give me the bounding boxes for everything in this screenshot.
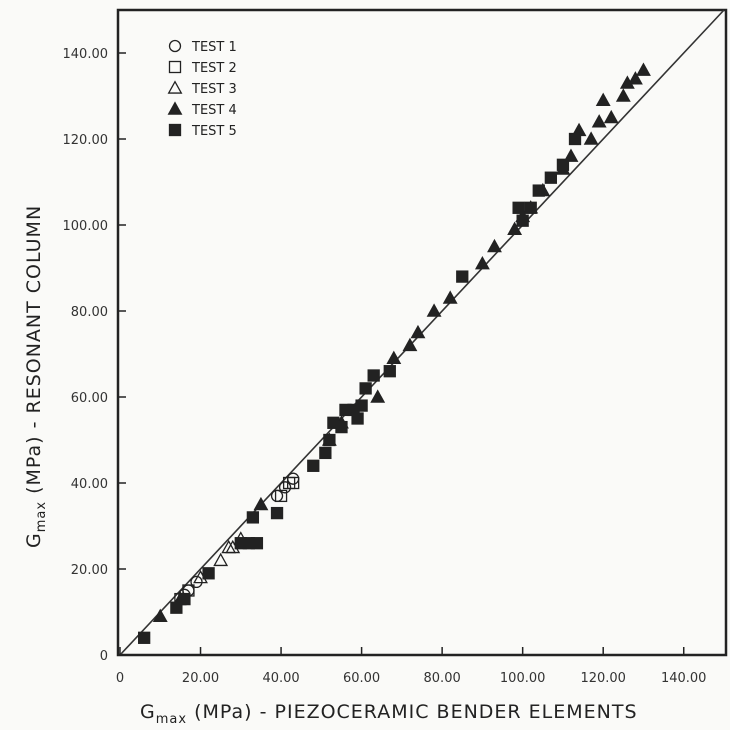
legend-label: TEST 4: [191, 103, 237, 118]
data-point: [250, 537, 264, 550]
data-point: [556, 158, 570, 171]
data-point: [386, 350, 402, 365]
y-axis-title: Gmax (MPa) - RESONANT COLUMN: [23, 205, 49, 548]
data-point: [532, 184, 545, 197]
data-point: [615, 88, 631, 102]
legend-label: TEST 5: [191, 124, 237, 139]
data-point: [636, 62, 651, 76]
data-point: [170, 601, 183, 614]
data-point: [286, 472, 300, 485]
data-point: [583, 131, 599, 145]
legend-marker: [168, 60, 182, 74]
legend-label: TEST 3: [191, 82, 237, 97]
y-tick-label: 0: [100, 649, 108, 664]
data-point: [335, 420, 348, 434]
x-tick-label: 0: [116, 671, 124, 686]
data-point: [138, 631, 151, 644]
legend-marker: [168, 123, 182, 137]
data-point: [595, 92, 611, 107]
series-4: [152, 62, 651, 623]
x-axis-title-rest: (MPa) - PIEZOCERAMIC BENDER ELEMENTS: [187, 701, 637, 723]
y-tick-label: 80.00: [71, 305, 108, 320]
data-point: [178, 592, 191, 606]
y-tick-label: 120.00: [63, 133, 109, 148]
x-tick-label: 120.00: [580, 671, 626, 686]
data-point: [370, 389, 386, 403]
data-point: [359, 382, 372, 395]
data-point: [355, 399, 368, 412]
y-tick-label: 20.00: [71, 563, 108, 578]
data-point: [383, 365, 396, 378]
data-point: [627, 71, 643, 85]
data-point: [152, 608, 168, 623]
x-axis-title-sub: max: [156, 712, 187, 727]
data-point: [253, 496, 269, 511]
legend-label: TEST 2: [191, 61, 237, 76]
legend-marker: [167, 80, 183, 94]
data-point: [307, 459, 320, 472]
series-5: [138, 132, 582, 644]
x-tick-label: 140.00: [661, 671, 707, 686]
legend-marker: [168, 39, 182, 53]
data-point: [426, 303, 442, 317]
data-point: [568, 132, 582, 146]
data-point: [202, 567, 215, 580]
data-point: [274, 489, 288, 503]
data-point: [524, 201, 537, 214]
y-tick-label: 100.00: [63, 219, 109, 234]
data-point: [286, 476, 300, 490]
x-tick-label: 40.00: [262, 671, 299, 686]
data-point: [270, 489, 284, 503]
x-tick-label: 60.00: [343, 671, 380, 686]
data-point: [270, 506, 284, 520]
x-tick-label: 100.00: [500, 671, 546, 686]
data-point: [474, 256, 490, 270]
y-tick-label: 140.00: [63, 47, 109, 62]
data-point: [516, 214, 529, 227]
x-axis-title: Gmax (MPa) - PIEZOCERAMIC BENDER ELEMENT…: [140, 701, 638, 727]
data-point: [410, 324, 426, 339]
legend-label: TEST 1: [191, 40, 237, 55]
data-point: [319, 446, 332, 460]
y-axis-title-sub: max: [34, 501, 49, 532]
data-point: [351, 412, 364, 425]
data-point: [456, 270, 469, 283]
data-point: [442, 290, 458, 304]
data-point: [512, 201, 525, 214]
y-axis-title-prefix: G: [23, 532, 45, 548]
data-point: [487, 238, 502, 253]
data-point: [323, 433, 336, 447]
plot-frame: [116, 8, 728, 657]
data-point: [402, 337, 418, 352]
x-axis-title-prefix: G: [140, 701, 156, 723]
x-tick-label: 80.00: [424, 671, 461, 686]
data-point: [563, 148, 579, 162]
data-point: [213, 552, 229, 567]
data-point: [507, 221, 523, 236]
y-tick-label: 60.00: [71, 391, 108, 406]
data-point: [544, 171, 558, 184]
legend-marker: [167, 101, 183, 115]
data-point: [278, 481, 292, 494]
x-tick-label: 20.00: [182, 671, 219, 686]
data-point: [190, 575, 203, 589]
data-point: [367, 369, 380, 382]
y-axis-title-rest: (MPa) - RESONANT COLUMN: [23, 205, 45, 501]
y-tick-label: 40.00: [71, 477, 108, 492]
data-point: [246, 511, 260, 524]
legend: TEST 1 TEST 2 TEST 3 TEST 4 TEST 5: [167, 39, 237, 139]
data-point: [603, 109, 619, 124]
data-point: [591, 114, 607, 128]
